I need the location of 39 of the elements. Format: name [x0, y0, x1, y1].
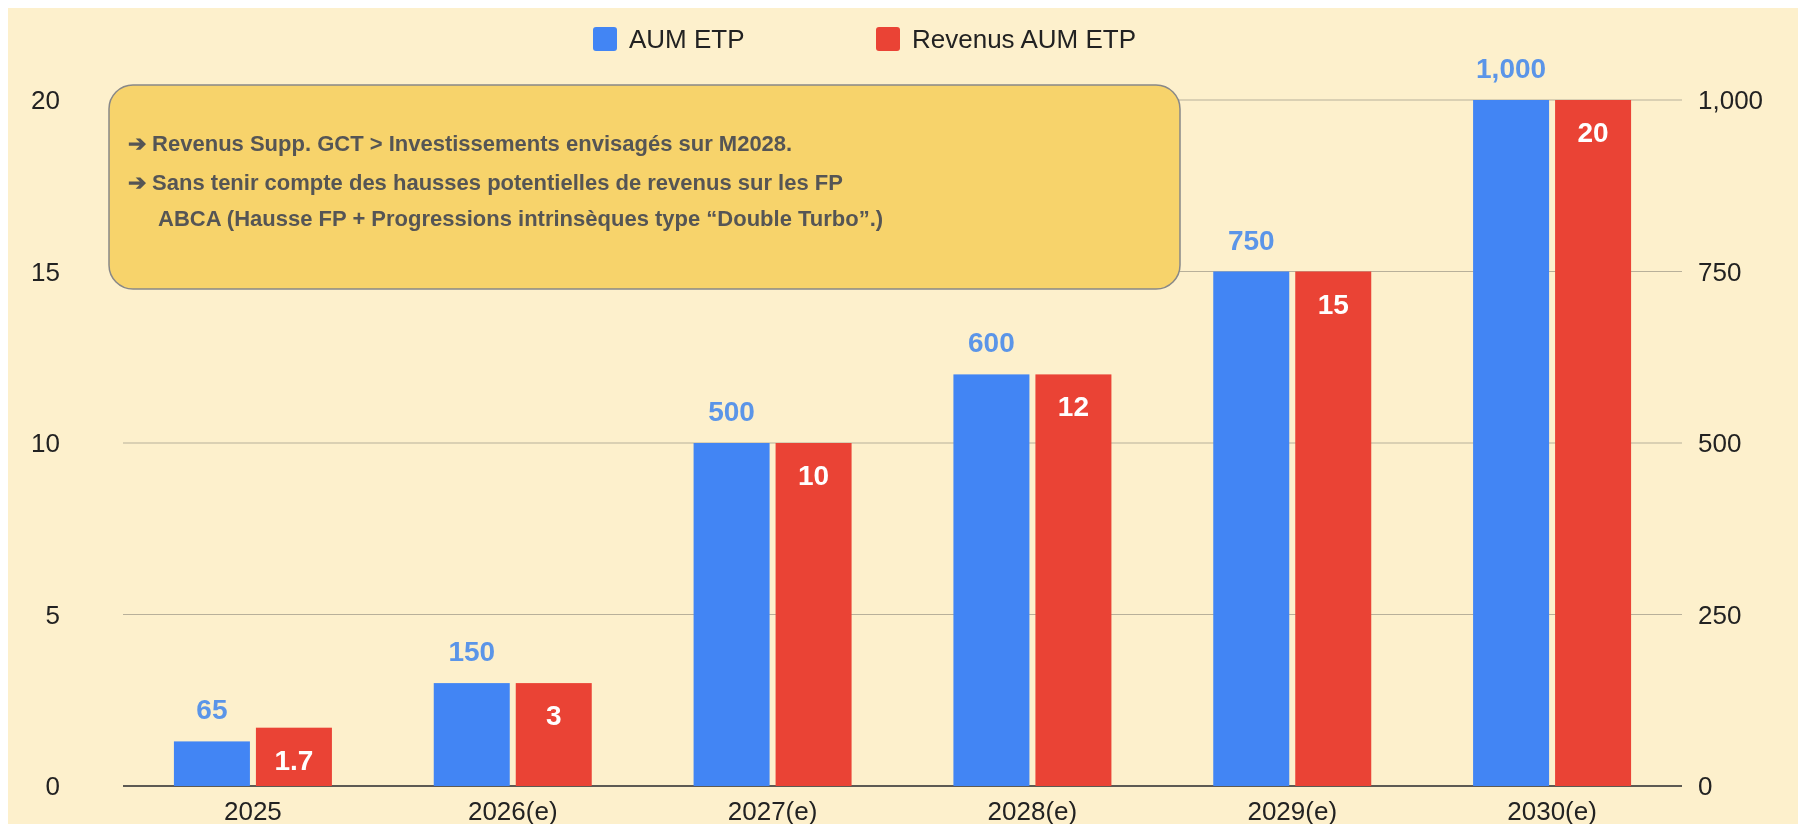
data-label: 15	[1317, 288, 1349, 320]
legend-label: Revenus AUM ETP	[912, 24, 1136, 54]
data-label: 10	[798, 460, 830, 491]
data-label: 600	[968, 327, 1015, 359]
bar	[1473, 100, 1550, 786]
bar	[1213, 271, 1290, 786]
annotation: ➔ Sans tenir compte des hausses potentielles de revenus sur les FP ABCA (Hausse FP + Progressions intrinsèques type “Double Turbo”.)	[128, 170, 884, 231]
data-label: 1,000	[1476, 53, 1547, 84]
bar	[255, 727, 332, 786]
y-tick-label: 10	[31, 428, 60, 458]
bar	[1035, 374, 1112, 786]
data-label: 150	[448, 636, 496, 668]
y2-tick-label: 750	[1698, 256, 1742, 287]
text: 1,000	[1698, 85, 1764, 115]
y-tick-label: 20	[31, 85, 60, 115]
bar	[693, 443, 770, 786]
bar	[515, 683, 592, 786]
data-label: 3	[545, 700, 562, 732]
data-label: 500	[708, 396, 755, 427]
bar	[1295, 271, 1372, 786]
bar	[1555, 100, 1632, 786]
y-tick-label: 0	[45, 771, 60, 801]
bar	[433, 683, 510, 786]
x-tick-label: 2025	[223, 796, 282, 824]
annotation: ➔ Revenus Supp. GCT > Investissements envisagés sur M2028.	[128, 131, 793, 156]
data-label: 65	[196, 694, 228, 726]
y2-tick-label: 500	[1698, 428, 1742, 458]
bar	[953, 374, 1030, 786]
y-tick-label: 5	[45, 599, 60, 630]
data-label: 750	[1227, 224, 1275, 256]
y-tick-label: 15	[31, 256, 60, 287]
y2-tick-label: 250	[1698, 599, 1742, 630]
bar	[173, 741, 250, 786]
y2-tick-label: 0	[1698, 771, 1713, 801]
data-label: 20	[1577, 117, 1609, 148]
legend-label: AUM ETP	[629, 24, 745, 54]
data-label: 1.7	[274, 744, 314, 776]
data-label: 12	[1057, 391, 1089, 423]
bar	[775, 443, 852, 786]
